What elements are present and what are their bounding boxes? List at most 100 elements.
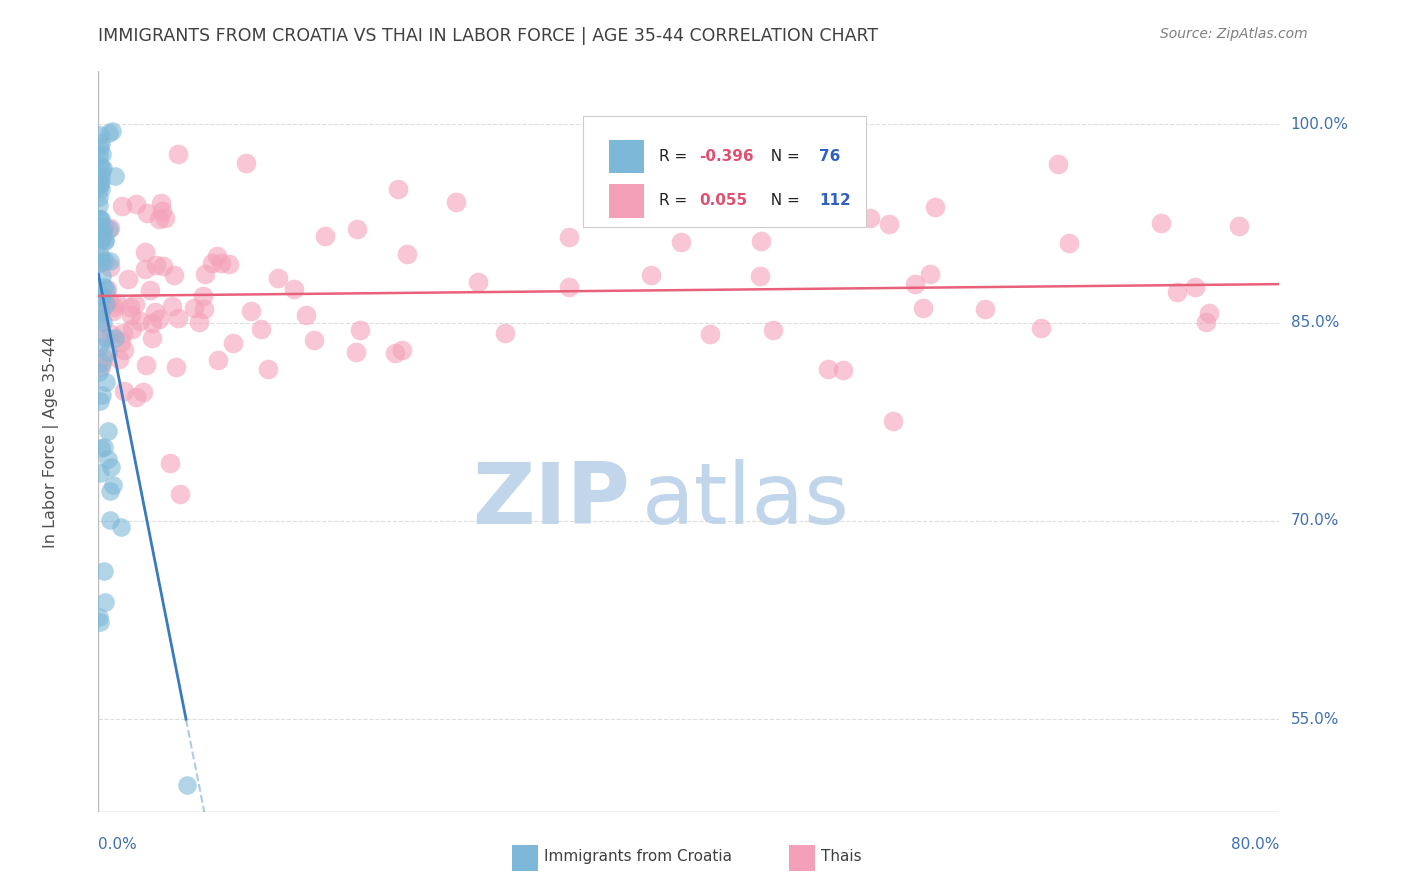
Point	[153, 211, 176, 225]
Point	[249, 322, 271, 336]
Point	[94, 375, 117, 389]
Point	[125, 196, 148, 211]
Point	[87, 311, 110, 326]
Point	[90, 182, 112, 196]
Point	[89, 256, 111, 270]
Point	[1031, 321, 1053, 335]
Point	[112, 384, 135, 398]
Point	[89, 315, 111, 329]
Point	[257, 361, 280, 376]
Point	[94, 329, 117, 343]
Point	[314, 229, 336, 244]
Point	[159, 456, 181, 470]
Point	[89, 615, 111, 629]
Text: -0.396: -0.396	[700, 149, 754, 164]
Point	[110, 520, 132, 534]
Point	[93, 254, 115, 268]
Text: 80.0%: 80.0%	[1232, 837, 1279, 852]
Text: In Labor Force | Age 35-44: In Labor Force | Age 35-44	[44, 335, 59, 548]
Point	[207, 249, 229, 263]
Point	[91, 224, 114, 238]
Point	[904, 277, 927, 291]
Text: R =: R =	[659, 149, 693, 164]
Point	[98, 222, 121, 236]
Text: 100.0%: 100.0%	[1291, 117, 1348, 132]
Point	[201, 256, 224, 270]
Point	[120, 300, 142, 314]
Text: IMMIGRANTS FROM CROATIA VS THAI IN LABOR FORCE | AGE 35-44 CORRELATION CHART: IMMIGRANTS FROM CROATIA VS THAI IN LABOR…	[98, 27, 879, 45]
Point	[96, 283, 118, 297]
Point	[145, 258, 167, 272]
Point	[647, 145, 669, 160]
Point	[87, 340, 110, 354]
Point	[163, 268, 186, 282]
Point	[1227, 219, 1250, 233]
Point	[912, 301, 935, 315]
Point	[93, 565, 115, 579]
Point	[89, 247, 111, 261]
Point	[207, 352, 229, 367]
Point	[89, 139, 111, 153]
Point	[149, 196, 172, 211]
Point	[135, 358, 157, 372]
Point	[97, 425, 120, 439]
Point	[494, 326, 516, 340]
Point	[148, 212, 170, 227]
Point	[817, 362, 839, 376]
Point	[346, 222, 368, 236]
Point	[748, 268, 770, 283]
Point	[209, 255, 232, 269]
Point	[924, 201, 946, 215]
Point	[188, 315, 211, 329]
Point	[150, 203, 173, 218]
Point	[558, 280, 581, 294]
Point	[89, 178, 111, 192]
Point	[91, 161, 114, 176]
Point	[93, 296, 115, 310]
Point	[882, 414, 904, 428]
Point	[1166, 285, 1188, 300]
Text: 0.0%: 0.0%	[98, 837, 138, 852]
Point	[89, 128, 111, 143]
Point	[640, 268, 662, 282]
Point	[96, 331, 118, 345]
Point	[302, 333, 325, 347]
Text: 76: 76	[818, 149, 841, 164]
Point	[191, 289, 214, 303]
Point	[100, 459, 122, 474]
Point	[141, 317, 163, 331]
Point	[183, 301, 205, 315]
Point	[194, 268, 217, 282]
Point	[87, 190, 110, 204]
Text: N =: N =	[761, 149, 804, 164]
Point	[235, 156, 257, 170]
Point	[918, 267, 941, 281]
Point	[1184, 279, 1206, 293]
Point	[90, 305, 112, 319]
Point	[93, 222, 115, 236]
Point	[94, 234, 117, 248]
Bar	[789, 845, 815, 871]
FancyBboxPatch shape	[582, 116, 866, 227]
Point	[103, 300, 125, 314]
Point	[557, 230, 579, 244]
Point	[93, 440, 115, 454]
Point	[391, 343, 413, 358]
Point	[89, 365, 111, 379]
Point	[125, 390, 148, 404]
Point	[167, 310, 190, 325]
Point	[97, 452, 120, 467]
Point	[98, 126, 121, 140]
Text: 0.055: 0.055	[700, 194, 748, 209]
Point	[120, 308, 142, 322]
Text: ZIP: ZIP	[472, 459, 630, 542]
Text: Source: ZipAtlas.com: Source: ZipAtlas.com	[1160, 27, 1308, 41]
Bar	[512, 845, 537, 871]
Point	[193, 302, 215, 317]
Point	[90, 289, 112, 303]
Point	[669, 235, 692, 249]
Point	[90, 356, 112, 370]
Point	[138, 283, 160, 297]
Point	[444, 195, 467, 210]
Point	[104, 169, 127, 183]
